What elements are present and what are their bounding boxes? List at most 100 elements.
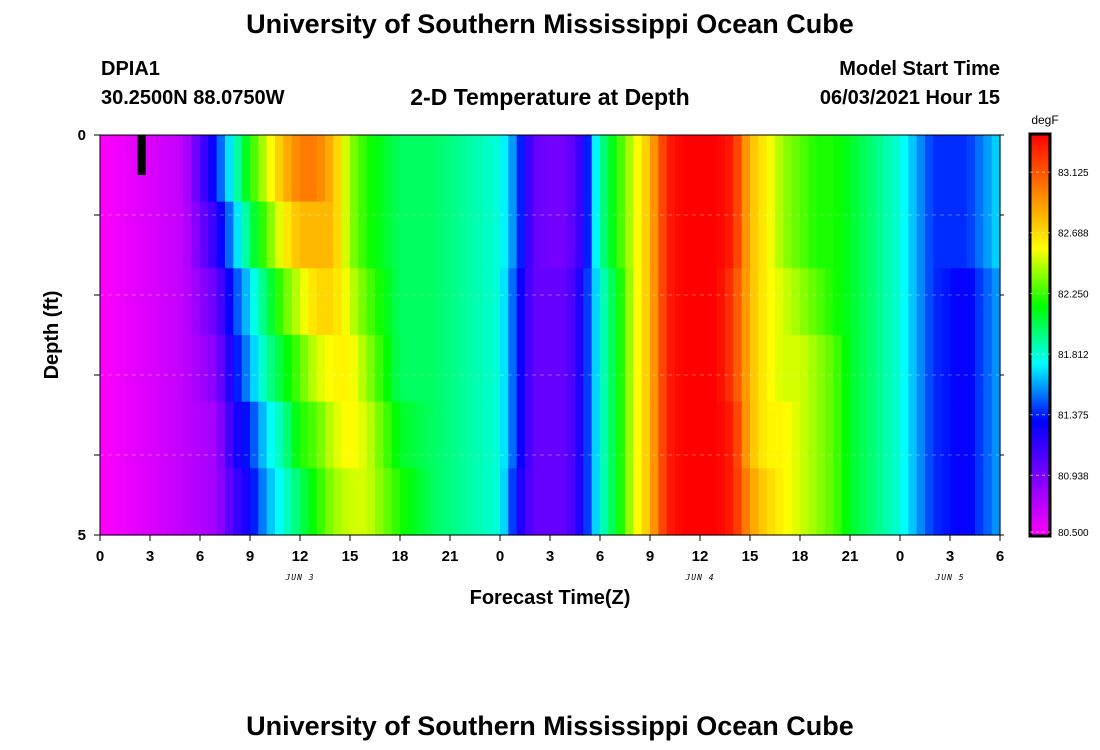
heatmap-cell (858, 468, 868, 536)
heatmap-cell (375, 201, 384, 269)
heatmap-cell (816, 268, 826, 336)
heatmap-cell (383, 201, 393, 269)
heatmap-cell (391, 468, 401, 536)
heatmap-cell (483, 135, 493, 203)
heatmap-cell (550, 401, 559, 469)
heatmap-cell (133, 468, 143, 536)
heatmap-cell (808, 335, 818, 403)
heatmap-cell (125, 468, 134, 536)
heatmap-cell (983, 335, 993, 403)
heatmap-cell (283, 401, 293, 469)
heatmap-cell (633, 268, 643, 336)
heatmap-cell (583, 335, 593, 403)
x-tick-label: 18 (792, 548, 809, 565)
heatmap-cell (450, 335, 459, 403)
heatmap-cell (133, 268, 143, 336)
heatmap-cell (383, 335, 393, 403)
heatmap-cell (166, 335, 176, 403)
heatmap-cell (141, 268, 151, 336)
heatmap-cell (416, 335, 426, 403)
heatmap-cell (516, 201, 526, 269)
heatmap-cell (625, 401, 634, 469)
heatmap-cell (791, 135, 801, 203)
heatmap-cell (500, 401, 509, 469)
heatmap-cell (733, 135, 743, 203)
heatmap-cell (258, 335, 268, 403)
heatmap-cell (841, 401, 851, 469)
heatmap-cell (816, 135, 826, 203)
heatmap-cell (375, 268, 384, 336)
heatmap-cell (683, 401, 693, 469)
heatmap-cell (858, 201, 868, 269)
heatmap-cell (441, 401, 451, 469)
heatmap-cell (416, 401, 426, 469)
heatmap-cell (883, 201, 893, 269)
heatmap-cell (950, 401, 959, 469)
heatmap-cell (766, 335, 776, 403)
heatmap-cell (650, 201, 659, 269)
heatmap-cell (108, 201, 118, 269)
heatmap-cell (200, 468, 209, 536)
heatmap-cell (308, 401, 318, 469)
heatmap-cell (558, 135, 568, 203)
heatmap-cell (541, 268, 551, 336)
heatmap-cell (383, 468, 393, 536)
heatmap-cell (300, 135, 309, 203)
heatmap-cell (925, 135, 934, 203)
heatmap-cell (483, 401, 493, 469)
heatmap-cell (150, 468, 159, 536)
heatmap-cell (691, 201, 701, 269)
heatmap-cell (991, 201, 1001, 269)
heatmap-cell (466, 201, 476, 269)
heatmap-cell (558, 201, 568, 269)
heatmap-cell (483, 335, 493, 403)
heatmap-cell (566, 335, 576, 403)
heatmap-cell (508, 468, 518, 536)
heatmap-cell (175, 468, 184, 536)
heatmap-cell (633, 401, 643, 469)
heatmap-cell (141, 468, 151, 536)
heatmap-cell (133, 335, 143, 403)
heatmap-cell (408, 201, 418, 269)
heatmap-cell (533, 135, 543, 203)
heatmap-cell (775, 268, 784, 336)
heatmap-cell (841, 335, 851, 403)
heatmap-cell (966, 135, 976, 203)
colorbar-bar (1028, 132, 1052, 538)
heatmap-cell (600, 135, 609, 203)
heatmap-cell (758, 201, 768, 269)
heatmap-cell (275, 401, 284, 469)
heatmap-cell (800, 335, 809, 403)
heatmap-cell (691, 401, 701, 469)
heatmap-cell (833, 401, 843, 469)
heatmap-cell (766, 401, 776, 469)
heatmap-cell (975, 268, 984, 336)
heatmap-cell (466, 135, 476, 203)
heatmap-cell (625, 268, 634, 336)
heatmap-cell (366, 468, 376, 536)
heatmap-cell (141, 335, 151, 403)
heatmap-cell (966, 335, 976, 403)
heatmap-cell (491, 135, 501, 203)
heatmap-cell (108, 401, 118, 469)
heatmap-cell (383, 135, 393, 203)
colorbar-tick-label: 80.938 (1058, 471, 1089, 482)
heatmap-cell (375, 135, 384, 203)
heatmap-cell (483, 268, 493, 336)
heatmap-cell (191, 401, 201, 469)
heatmap-cell (516, 335, 526, 403)
heatmap-cell (216, 268, 226, 336)
heatmap-cell (291, 135, 301, 203)
heatmap-cell (500, 468, 509, 536)
heatmap-cell (900, 401, 909, 469)
heatmap-cell (441, 335, 451, 403)
heatmap-cell (508, 401, 518, 469)
heatmap-cell (658, 401, 668, 469)
heatmap-cell (591, 135, 601, 203)
heatmap-cell (766, 201, 776, 269)
heatmap-cell (158, 335, 168, 403)
heatmap-cell (658, 335, 668, 403)
heatmap-cell (633, 468, 643, 536)
heatmap-cell (316, 468, 326, 536)
heatmap-cell (341, 335, 351, 403)
